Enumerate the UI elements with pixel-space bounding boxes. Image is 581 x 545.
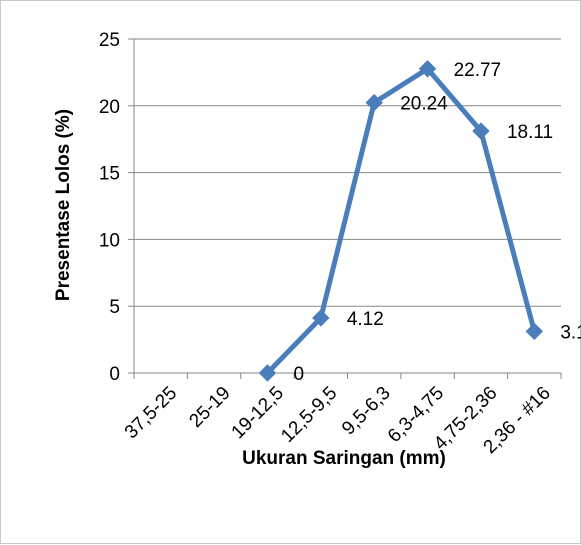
y-tick-label: 15 xyxy=(99,164,120,185)
series-line-layer xyxy=(264,66,537,376)
data-label: 18.11 xyxy=(507,122,553,143)
data-point-marker xyxy=(258,364,277,382)
x-tick-label: 12,5-9,5 xyxy=(277,383,341,447)
x-axis-title: Ukuran Saringan (mm) xyxy=(242,448,446,469)
x-tick-label: 37,5-25 xyxy=(121,383,181,443)
data-point-marker xyxy=(418,60,437,78)
y-axis-title: Presentase Lolos (%) xyxy=(53,109,74,301)
data-label: 3.12 xyxy=(560,322,581,343)
data-point-marker xyxy=(312,309,330,327)
data-point-marker xyxy=(365,93,383,112)
y-tick-label: 25 xyxy=(99,30,120,51)
data-label: 22.77 xyxy=(454,60,502,81)
axes xyxy=(128,38,562,379)
x-tick-labels: 37,5-25 25-1919-12,512,5-9,59,5-6,36,3-4,… xyxy=(121,383,555,458)
data-label: 4.12 xyxy=(347,309,384,330)
grid-lines xyxy=(134,38,561,307)
y-tick-labels: 0 5 10 15 20 25 xyxy=(99,30,120,385)
data-point-marker xyxy=(525,322,544,341)
data-label: 20.24 xyxy=(400,94,448,115)
y-tick-label: 0 xyxy=(109,364,120,385)
y-tick-label: 20 xyxy=(99,97,120,118)
x-tick-label: 25-19 xyxy=(185,383,234,432)
data-labels: 0 4.12 20.24 22.77 18.11 3.12 xyxy=(293,60,581,385)
y-tick-label: 5 xyxy=(109,297,120,318)
series-markers xyxy=(258,60,544,382)
data-point-marker xyxy=(472,122,490,140)
data-label: 0 xyxy=(293,364,304,385)
series-line xyxy=(264,66,537,376)
y-tick-label: 10 xyxy=(99,230,120,251)
